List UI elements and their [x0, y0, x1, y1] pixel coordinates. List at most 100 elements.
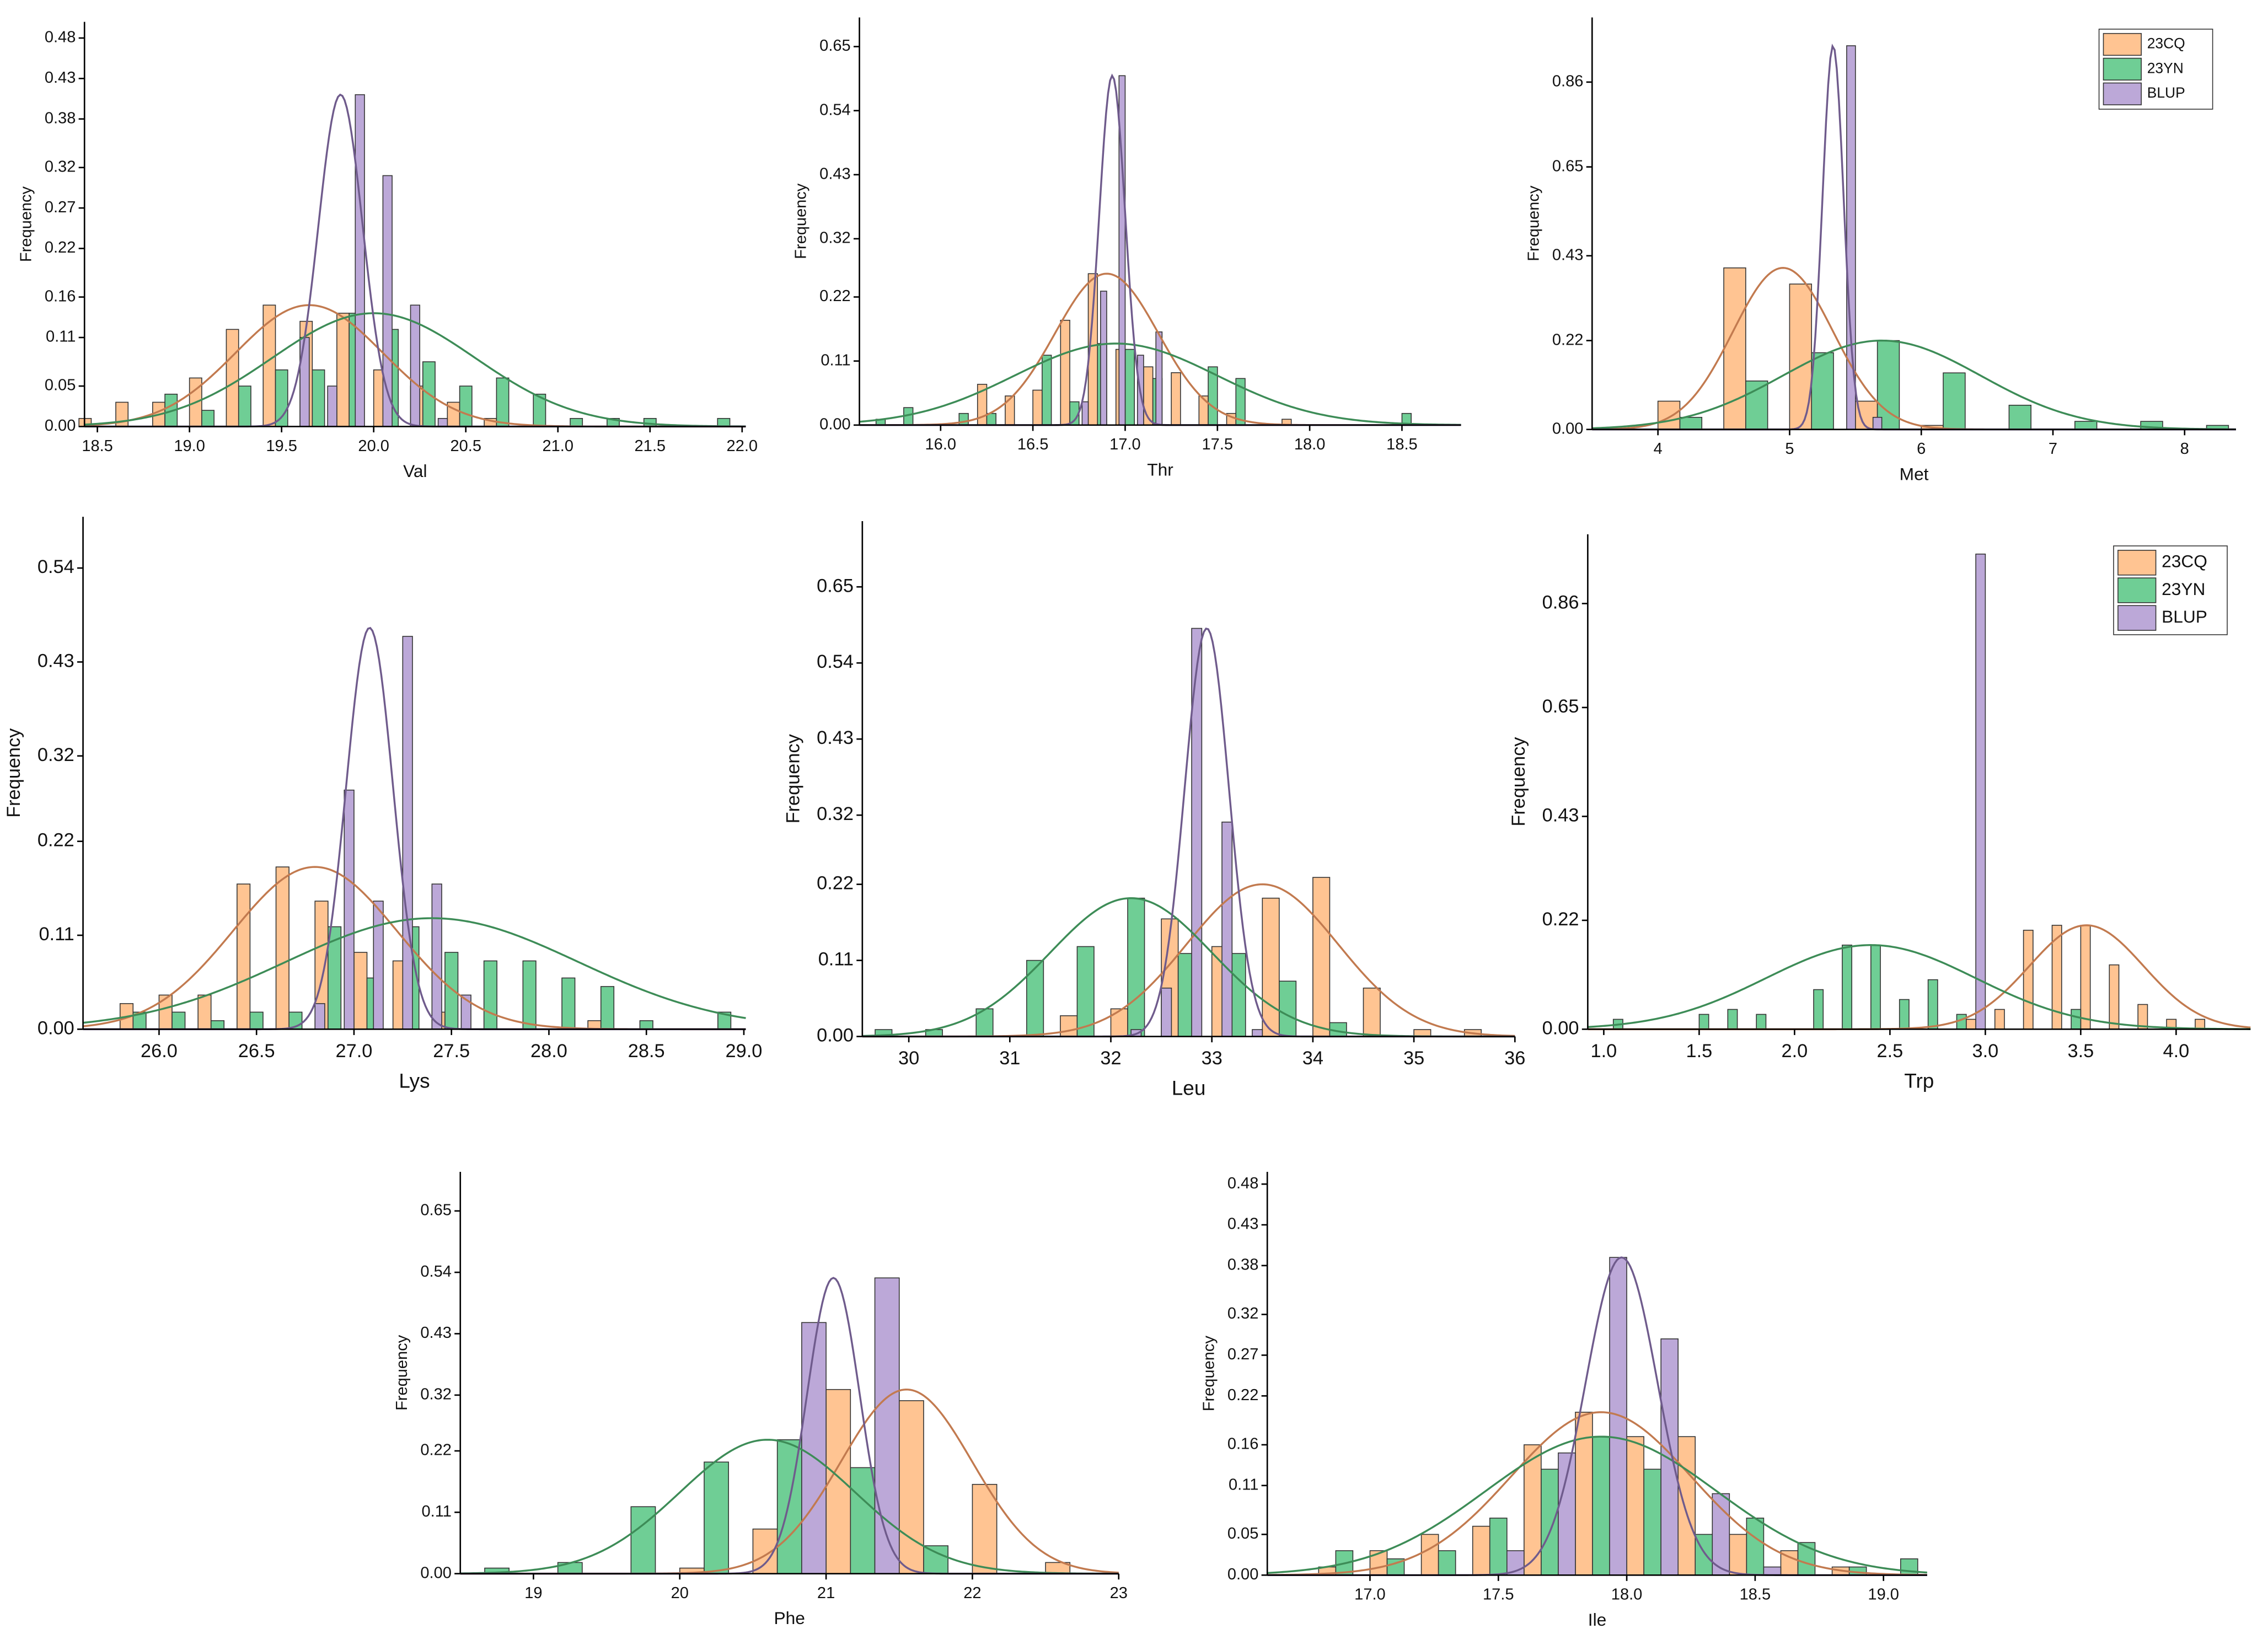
bar: [1609, 1257, 1627, 1576]
x-tick-label: 5: [1785, 440, 1794, 458]
bar: [1813, 989, 1824, 1030]
legend-swatch: [2117, 605, 2157, 631]
bar: [275, 866, 289, 1030]
bar: [1965, 1019, 1976, 1030]
panel: 0.00 0.11 0.22 0.32 0.43 0.54 0.65 16.0 16.5 17.0…: [792, 17, 1461, 479]
x-tick-label: 1.0: [1591, 1041, 1617, 1062]
x-tick-label: 3.0: [1972, 1041, 1999, 1062]
y-axis-label: Frequency: [3, 728, 24, 818]
bar: [1155, 331, 1163, 426]
x-tick-label: 28.5: [628, 1041, 665, 1062]
x-axis-label: Trp: [1904, 1069, 1934, 1092]
bar: [1221, 821, 1233, 1037]
bar: [327, 385, 337, 427]
x-tick-label: 20.5: [450, 437, 481, 455]
bar: [201, 410, 215, 427]
x-tick-label: 36: [1504, 1048, 1525, 1069]
bar: [1472, 1525, 1490, 1576]
y-tick-label: 0.65: [1542, 696, 1579, 717]
x-tick-label: 23: [1110, 1584, 1128, 1602]
legend-swatch: [2103, 33, 2142, 56]
bar: [561, 977, 576, 1030]
y-tick-label: 0.43: [1227, 1215, 1259, 1233]
y-tick-label: 0.00: [45, 417, 76, 435]
bar: [1124, 349, 1135, 426]
bar: [402, 636, 413, 1030]
bar: [1026, 960, 1044, 1037]
bar: [1032, 389, 1043, 426]
y-tick-label: 0.48: [45, 29, 76, 46]
bar: [1745, 381, 1768, 430]
y-tick-label: 0.43: [819, 165, 851, 183]
x-tick-label: 6: [1917, 440, 1926, 458]
y-tick-label: 0.00: [420, 1564, 452, 1582]
bar: [1712, 1493, 1730, 1576]
x-tick-label: 30: [898, 1048, 919, 1069]
panel: 0.00 0.22 0.43 0.65 0.86 4 5 6 7 8 Met Frequency 23C…: [1525, 17, 2236, 484]
x-tick-label: 19.0: [174, 437, 205, 455]
bar: [1005, 395, 1015, 426]
y-axis-label: Frequency: [17, 186, 35, 262]
y-tick-label: 0.86: [1542, 592, 1579, 613]
bar: [1262, 897, 1280, 1037]
y-tick-label: 0.54: [817, 651, 854, 672]
y-tick-label: 0.22: [1552, 331, 1584, 349]
bar: [898, 1400, 924, 1574]
y-tick-label: 0.00: [37, 1017, 74, 1038]
y-tick-label: 0.54: [819, 101, 851, 119]
bar: [958, 412, 969, 426]
y-axis-label: Frequency: [792, 183, 810, 259]
x-tick-label: 17.0: [1109, 436, 1141, 453]
bar: [299, 337, 310, 427]
y-tick-label: 0.22: [1542, 909, 1579, 930]
legend-swatch: [2117, 577, 2157, 603]
bar: [197, 994, 212, 1030]
y-tick-label: 0.11: [39, 924, 74, 945]
fit-curve: [1592, 267, 2236, 431]
y-tick-label: 0.11: [46, 328, 76, 346]
bar: [1626, 1436, 1644, 1576]
x-tick-label: 8: [2180, 440, 2189, 458]
bar: [353, 952, 368, 1030]
bar: [1438, 1550, 1456, 1576]
bar: [1657, 400, 1681, 430]
y-axis-label: Frequency: [1200, 1336, 1218, 1412]
bar: [437, 417, 448, 427]
x-axis-label: Phe: [774, 1608, 805, 1628]
bar: [2080, 925, 2091, 1030]
x-axis-label: Met: [1900, 464, 1929, 484]
x-tick-label: 22.0: [727, 437, 758, 455]
bar: [776, 1439, 802, 1574]
x-tick-label: 16.0: [925, 436, 957, 453]
legend-label: 23CQ: [2162, 551, 2207, 571]
fit-curve: [460, 1439, 1119, 1575]
y-tick-label: 0.65: [420, 1202, 452, 1219]
bar: [850, 1467, 876, 1574]
bar: [1541, 1469, 1559, 1576]
bar: [2109, 964, 2120, 1030]
x-tick-label: 27.0: [336, 1041, 373, 1062]
bar: [1524, 1444, 1542, 1576]
bar: [249, 1011, 264, 1030]
x-tick-label: 19: [524, 1584, 542, 1602]
bar: [262, 304, 276, 427]
x-tick-label: 17.5: [1483, 1586, 1514, 1604]
bar: [483, 960, 497, 1030]
x-tick-label: 33: [1202, 1048, 1223, 1069]
bar: [1842, 944, 1852, 1030]
y-tick-label: 0.05: [45, 377, 76, 394]
bar: [444, 952, 459, 1030]
x-tick-label: 18.5: [1386, 436, 1418, 453]
x-tick-label: 20.0: [358, 437, 389, 455]
bar: [1870, 944, 1881, 1030]
bar: [1872, 416, 1883, 430]
x-axis-label: Thr: [1147, 459, 1173, 479]
bar: [1797, 1542, 1816, 1576]
x-tick-label: 26.0: [141, 1041, 178, 1062]
y-tick-label: 0.43: [45, 69, 76, 87]
x-tick-label: 17.0: [1354, 1586, 1386, 1604]
y-tick-label: 0.38: [45, 109, 76, 127]
x-tick-label: 27.5: [433, 1041, 470, 1062]
y-tick-label: 0.32: [1227, 1305, 1259, 1322]
x-tick-label: 17.5: [1202, 436, 1234, 453]
